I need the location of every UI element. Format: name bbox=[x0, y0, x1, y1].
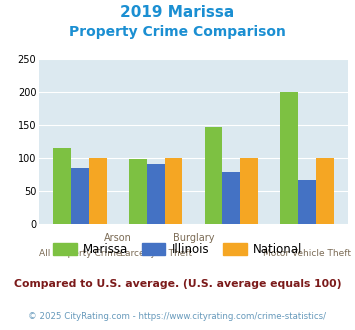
Text: © 2025 CityRating.com - https://www.cityrating.com/crime-statistics/: © 2025 CityRating.com - https://www.city… bbox=[28, 312, 327, 321]
Text: Arson: Arson bbox=[104, 234, 132, 244]
Bar bbox=[53, 148, 71, 224]
Legend: Marissa, Illinois, National: Marissa, Illinois, National bbox=[48, 239, 307, 261]
Text: Larceny & Theft: Larceny & Theft bbox=[120, 249, 192, 258]
Bar bbox=[298, 180, 316, 224]
Text: Property Crime Comparison: Property Crime Comparison bbox=[69, 25, 286, 39]
Text: Compared to U.S. average. (U.S. average equals 100): Compared to U.S. average. (U.S. average … bbox=[14, 279, 341, 289]
Text: 2019 Marissa: 2019 Marissa bbox=[120, 5, 235, 20]
Bar bbox=[280, 92, 298, 224]
Bar bbox=[316, 158, 334, 224]
Bar bbox=[164, 158, 182, 224]
Text: Motor Vehicle Theft: Motor Vehicle Theft bbox=[263, 249, 351, 258]
Bar bbox=[147, 164, 164, 224]
Bar bbox=[129, 159, 147, 224]
Text: All Property Crime: All Property Crime bbox=[39, 249, 121, 258]
Bar bbox=[204, 127, 223, 224]
Bar bbox=[240, 158, 258, 224]
Bar bbox=[223, 172, 240, 224]
Bar bbox=[89, 158, 106, 224]
Bar bbox=[71, 168, 89, 224]
Text: Burglary: Burglary bbox=[173, 234, 214, 244]
